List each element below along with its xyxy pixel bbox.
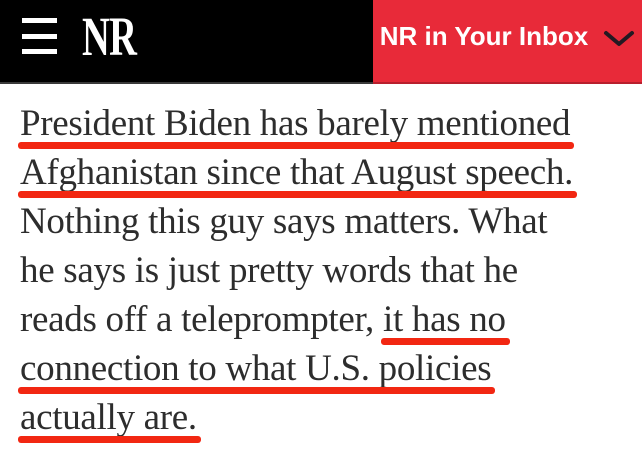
underlined-text: Afghanistan since that August speech.	[17, 148, 578, 198]
hamburger-icon	[22, 33, 57, 39]
nr-inbox-button[interactable]: NR in Your Inbox	[373, 0, 642, 84]
header-left: NR	[0, 0, 642, 82]
article-line: connection to what U.S. policies	[17, 344, 624, 394]
article-text-segment: he says is just pretty words that he	[20, 250, 518, 291]
article-line: Afghanistan since that August speech.	[17, 148, 624, 198]
article-text-segment: reads off a teleprompter,	[20, 299, 383, 340]
underlined-text: it has no	[380, 295, 510, 345]
article-line: President Biden has barely mentioned	[17, 99, 624, 149]
article-line: Nothing this guy says matters. What	[20, 197, 624, 246]
menu-button[interactable]	[22, 18, 57, 54]
inbox-button-label: NR in Your Inbox	[379, 21, 589, 51]
article-body: President Biden has barely mentioned Afgh…	[0, 84, 642, 443]
underlined-text: connection to what U.S. policies	[17, 344, 496, 394]
underlined-text: President Biden has barely mentioned	[17, 99, 575, 149]
article-line: actually are.	[18, 393, 624, 443]
hamburger-icon	[22, 18, 57, 23]
article-line: reads off a teleprompter, it has no	[20, 295, 624, 345]
article-text-segment: Nothing this guy says matters. What	[20, 201, 548, 242]
chevron-down-icon	[604, 30, 635, 46]
hamburger-icon	[22, 49, 57, 54]
site-header: NR NR in Your Inbox	[0, 0, 642, 84]
underlined-text: actually are.	[18, 393, 201, 443]
article-line: he says is just pretty words that he	[20, 246, 624, 295]
nr-logo[interactable]: NR	[82, 5, 137, 67]
article-text: President Biden has barely mentioned Afgh…	[17, 99, 624, 443]
